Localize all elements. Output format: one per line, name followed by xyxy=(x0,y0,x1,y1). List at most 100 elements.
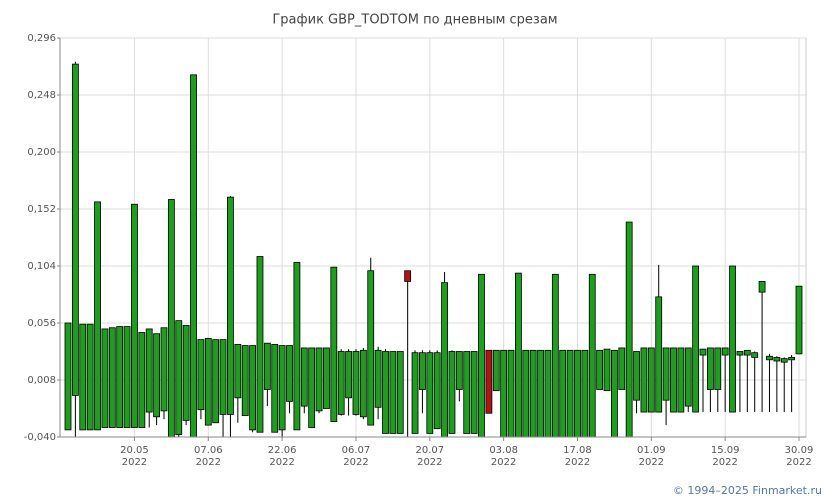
candle-body xyxy=(300,347,308,407)
candle-body xyxy=(463,351,471,434)
candle-body xyxy=(123,326,131,428)
candles xyxy=(64,61,803,437)
candle-body xyxy=(160,327,168,412)
x-tick-label: 03.08 xyxy=(489,445,518,456)
candle-body xyxy=(470,351,478,434)
x-tick-label: 07.06 xyxy=(194,445,223,456)
candle-body xyxy=(382,351,389,434)
candle-body xyxy=(603,348,611,392)
x-tick-label: 01.09 xyxy=(637,445,666,456)
candle-body xyxy=(94,201,101,431)
candle-body xyxy=(219,339,227,415)
candle-body xyxy=(537,349,544,437)
candle-body xyxy=(478,273,485,437)
y-tick-label: 0,296 xyxy=(27,33,56,44)
candle-body xyxy=(256,256,264,433)
candle-body xyxy=(559,349,567,437)
candle-body xyxy=(625,221,633,437)
candle-body xyxy=(367,270,375,426)
candle-body xyxy=(167,199,175,437)
candle-body xyxy=(396,351,404,434)
candle-body xyxy=(448,351,456,434)
candle-body xyxy=(190,74,197,437)
candle-body xyxy=(677,347,685,413)
candle-body xyxy=(64,322,72,431)
candle-body xyxy=(433,352,441,430)
y-tick-label: -0,040 xyxy=(24,432,56,443)
y-tick-label: 0,056 xyxy=(27,318,56,329)
candle-body xyxy=(706,347,714,390)
candle-body xyxy=(389,351,397,434)
candle-body xyxy=(212,339,220,424)
candle-body xyxy=(736,351,744,356)
candle-body xyxy=(79,323,87,431)
candle-body xyxy=(588,273,596,437)
x-tick-label: 17.08 xyxy=(563,445,592,456)
y-tick-label: 0,104 xyxy=(27,261,56,272)
x-tick-label: 2022 xyxy=(122,457,147,468)
candle-body xyxy=(507,349,515,437)
candle-body xyxy=(197,339,205,411)
candle-body xyxy=(411,352,419,434)
candle-body xyxy=(729,265,736,413)
candle-body xyxy=(611,349,618,437)
candle-body xyxy=(529,349,537,437)
x-tick-label: 20.07 xyxy=(415,445,444,456)
candle-body xyxy=(485,349,493,414)
candle-body xyxy=(574,349,581,437)
x-tick-label: 2022 xyxy=(417,457,442,468)
candle-body xyxy=(293,262,301,431)
y-tick-label: 0,008 xyxy=(27,375,56,386)
y-tick-label: 0,248 xyxy=(27,90,56,101)
x-tick-label: 2022 xyxy=(639,457,664,468)
x-tick-label: 22.06 xyxy=(268,445,297,456)
candle-body xyxy=(522,349,530,437)
candle-body xyxy=(788,357,796,361)
candle-body xyxy=(758,281,766,293)
x-tick-label: 2022 xyxy=(196,457,221,468)
candle-body xyxy=(699,348,707,356)
candle-body xyxy=(86,323,94,431)
y-tick-label: 0,152 xyxy=(27,204,56,215)
candle-body xyxy=(426,352,434,434)
candle-body xyxy=(795,285,803,355)
candle-body xyxy=(773,357,781,362)
candle-body xyxy=(404,270,412,282)
candle-body xyxy=(308,347,316,428)
candle-body xyxy=(766,355,773,361)
candle-body xyxy=(633,351,640,401)
candle-body xyxy=(441,282,448,437)
candle-body xyxy=(71,63,79,396)
candle-body xyxy=(182,324,190,421)
candle-body xyxy=(352,351,360,415)
candle-body xyxy=(359,349,367,418)
y-tick-label: 0,200 xyxy=(27,147,56,158)
candle-body xyxy=(419,352,426,390)
candle-body xyxy=(551,273,559,437)
candle-body xyxy=(692,265,700,413)
candle-body xyxy=(640,347,648,413)
candle-body xyxy=(684,347,692,407)
candle-body xyxy=(315,347,323,412)
candle-body xyxy=(116,326,124,428)
candle-body xyxy=(286,345,293,402)
candle-body xyxy=(241,345,249,417)
candle-body xyxy=(153,333,161,418)
candle-body xyxy=(271,343,279,433)
candle-body xyxy=(278,345,286,431)
x-tick-label: 2022 xyxy=(491,457,516,468)
candle-body xyxy=(581,349,589,437)
copyright: © 1994–2025 Finmarket.ru xyxy=(673,484,822,497)
candle-body xyxy=(227,196,234,415)
candle-body xyxy=(751,352,759,358)
candle-body xyxy=(374,349,382,408)
candle-body xyxy=(743,349,751,356)
candle-body xyxy=(721,347,729,356)
candle-body xyxy=(492,349,500,392)
x-tick-label: 2022 xyxy=(786,457,811,468)
candle-body xyxy=(145,328,153,413)
candle-body xyxy=(662,347,670,401)
candle-body xyxy=(345,351,352,399)
x-tick-label: 2022 xyxy=(343,457,368,468)
